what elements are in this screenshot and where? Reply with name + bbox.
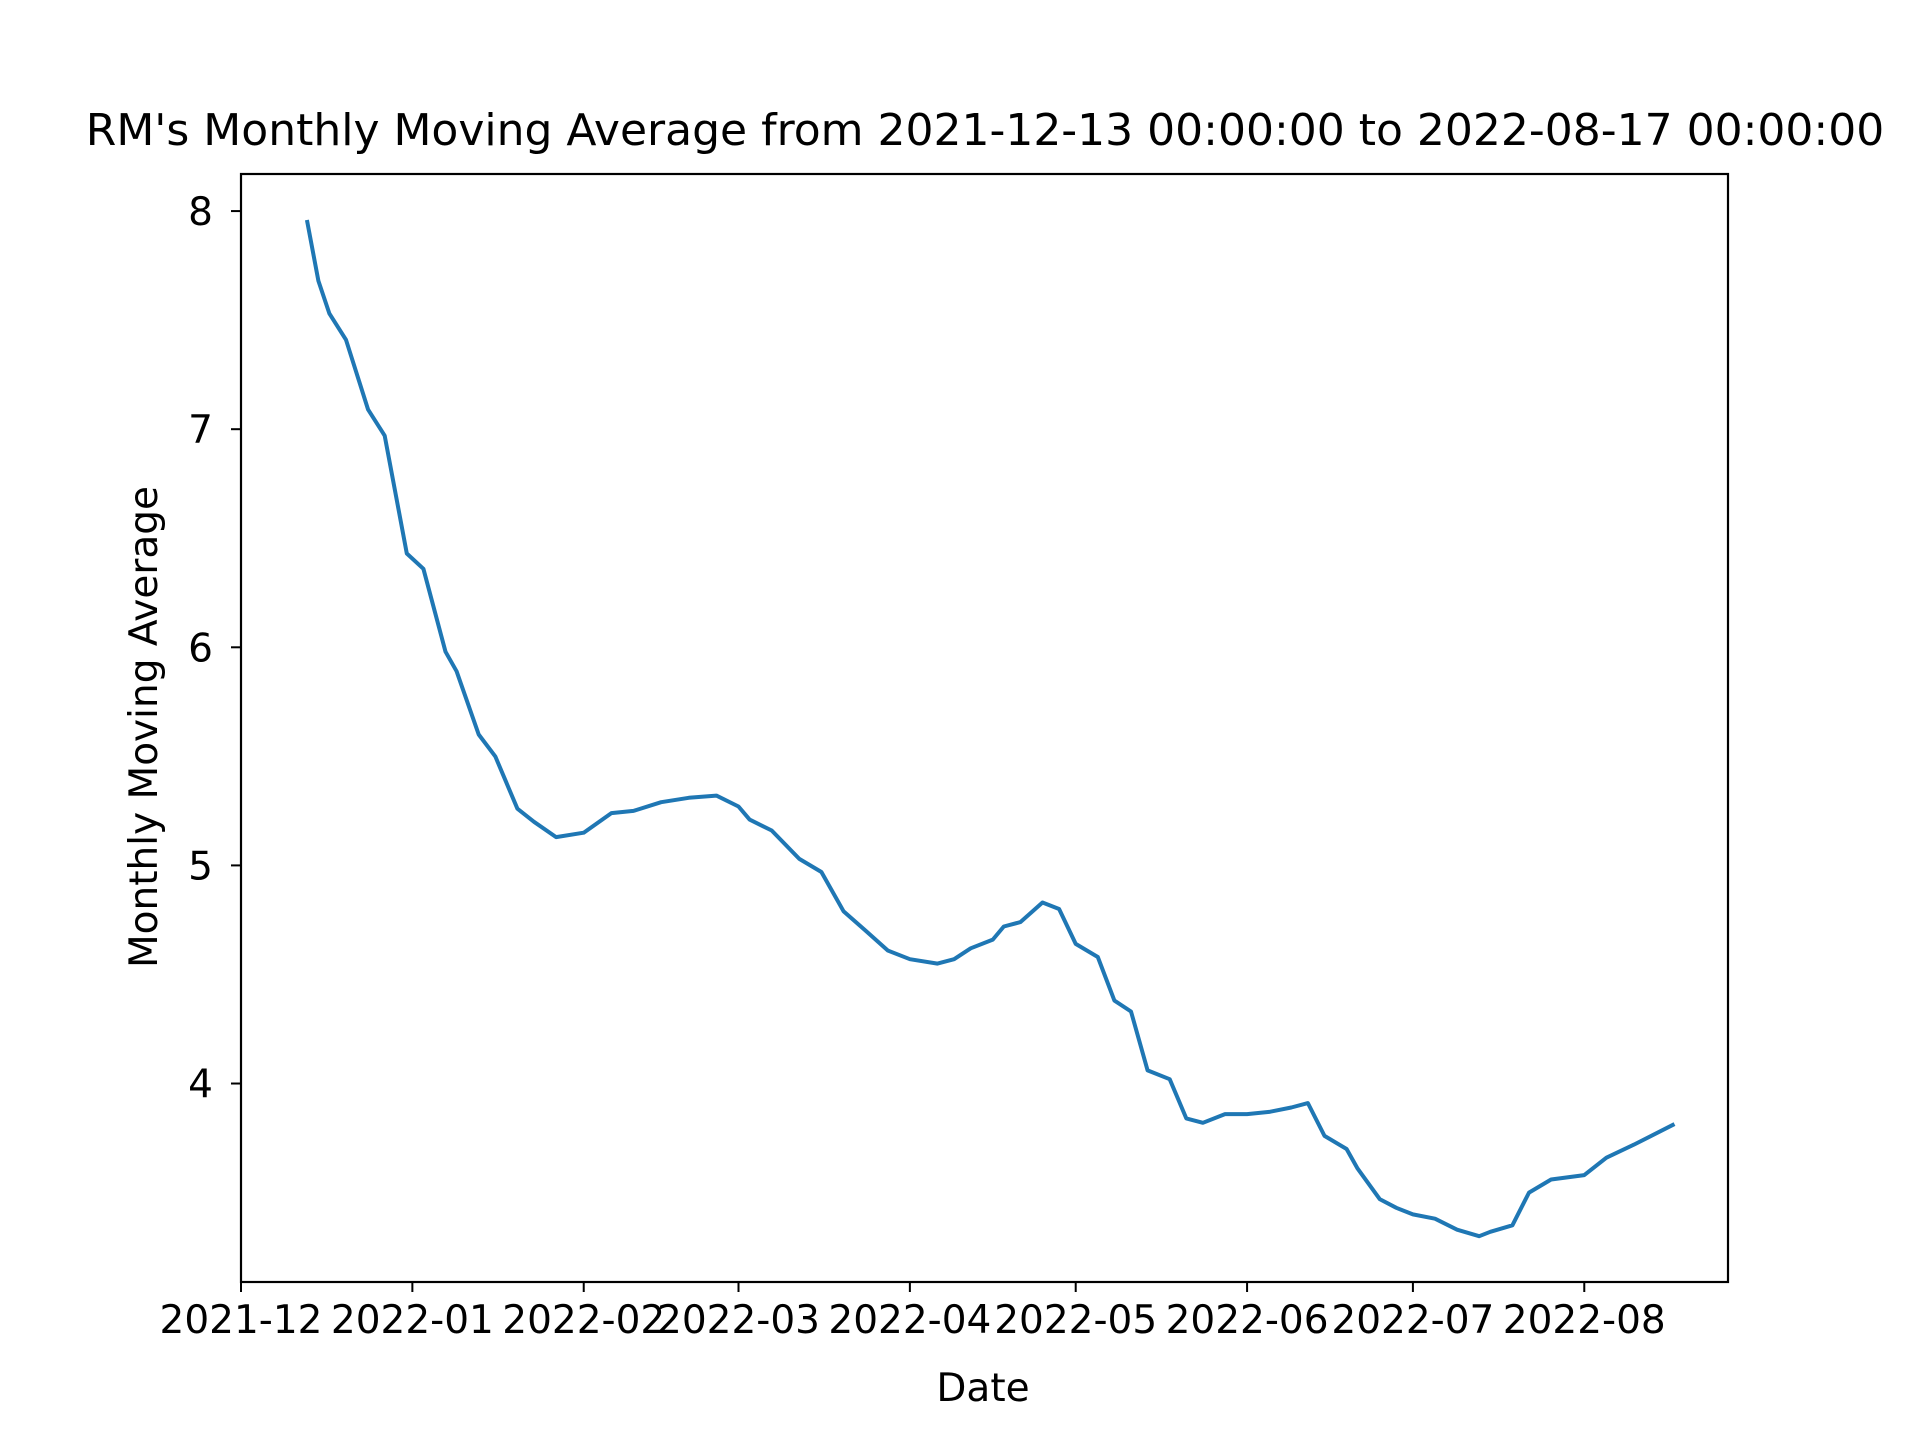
- x-tick-label: 2022-05: [994, 1298, 1157, 1343]
- y-tick-label: 7: [188, 408, 213, 453]
- y-tick-label: 8: [188, 190, 213, 235]
- x-tick-label: 2022-07: [1331, 1298, 1494, 1343]
- x-tick-label: 2022-01: [331, 1298, 494, 1343]
- y-tick-label: 4: [188, 1063, 213, 1108]
- y-tick-label: 6: [188, 626, 213, 671]
- series-line: [304, 219, 1676, 1239]
- x-tick-label: 2022-04: [828, 1298, 991, 1343]
- x-tick-label: 2022-03: [657, 1298, 820, 1343]
- x-tick-label: 2022-08: [1503, 1298, 1666, 1343]
- y-axis-ticks: 4 5 6 7 8: [188, 190, 241, 1108]
- plot-area-frame: [239, 172, 1730, 1284]
- x-tick-label: 2022-06: [1166, 1298, 1329, 1343]
- y-tick-label: 5: [188, 844, 213, 889]
- x-axis-label: Date: [936, 1366, 1029, 1411]
- y-axis-label: Monthly Moving Average: [122, 486, 167, 968]
- x-tick-label: 2022-02: [502, 1298, 665, 1343]
- series-layer: [304, 219, 1676, 1239]
- x-tick-label: 2021-12: [160, 1298, 323, 1343]
- chart-title: RM's Monthly Moving Average from 2021-12…: [86, 105, 1884, 156]
